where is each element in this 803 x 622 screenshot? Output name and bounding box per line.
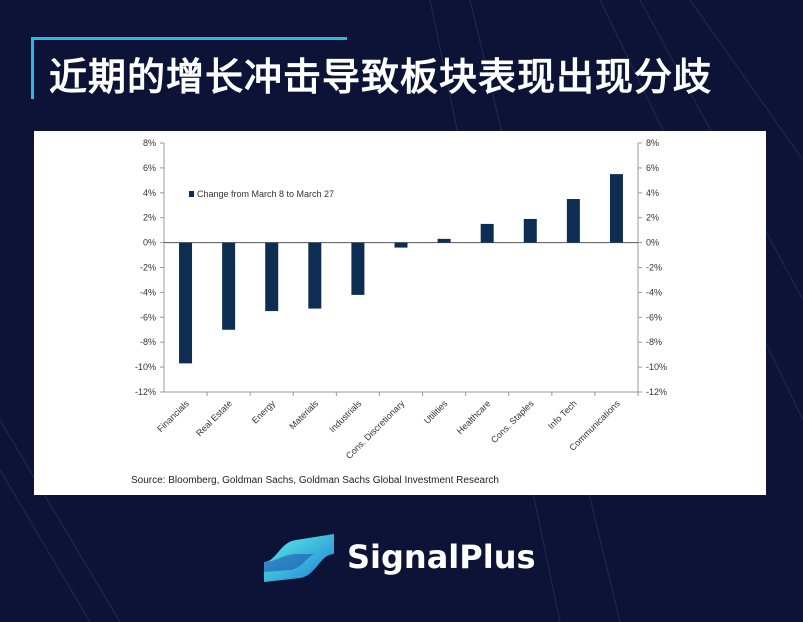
y-tick-label-left: -2% [140,263,156,273]
chart-panel: 8% 8% 6% 6% 4% 4% 2% 2% 0% 0% -2% -2% -4% -4% -6% -6% -8… [34,131,766,495]
y-tick-label-right: 8% [646,138,659,148]
y-tick-label-left: 0% [143,238,156,248]
bar-info-tech [566,199,580,243]
x-tick-label: Energy [250,398,278,426]
x-tick-label: Financials [155,398,191,434]
y-tick-label-left: 6% [143,163,156,173]
background-line [0,469,91,622]
chart-source: Source: Bloomberg, Goldman Sachs, Goldma… [131,475,499,486]
x-tick-label: Materials [287,398,320,431]
y-tick-label-left: 8% [143,138,156,148]
bar-healthcare [480,223,494,243]
signalplus-logo-icon [264,534,334,582]
bar-financials [179,242,193,364]
y-tick-label-right: -12% [646,387,667,397]
x-tick-label: Real Estate [194,398,234,438]
bar-real-estate [222,242,236,330]
y-tick-label-right: -4% [646,287,662,297]
y-tick-label-right: 0% [646,238,659,248]
y-tick-label-left: -6% [140,312,156,322]
y-tick-label-right: -10% [646,362,667,372]
y-tick-label-left: 4% [143,188,156,198]
y-tick-label-right: -8% [646,337,662,347]
y-tick-label-left: -12% [135,387,156,397]
bar-utilities [437,238,451,243]
bar-cons-discretionary [394,242,408,248]
x-tick-label: Utilities [422,398,450,426]
y-tick-label-right: 4% [646,188,659,198]
background-line [689,0,803,161]
bar-energy [265,242,279,312]
y-tick-label-left: -8% [140,337,156,347]
bar-communications [609,174,623,243]
y-tick-label-left: 2% [143,213,156,223]
page-title: 近期的增长冲击导致板块表现出现分歧 [49,55,713,99]
y-tick-label-right: 2% [646,213,659,223]
bar-materials [308,242,322,309]
y-tick-label-right: 6% [646,163,659,173]
legend-label: Change from March 8 to March 27 [197,189,334,199]
title-accent-top [31,37,347,40]
bar-cons-staples [523,218,537,243]
brand-name: SignalPlus [347,538,536,576]
y-tick-label-right: -6% [646,312,662,322]
bar-industrials [351,242,365,295]
background-line [0,419,121,622]
bar-chart: 8% 8% 6% 6% 4% 4% 2% 2% 0% 0% -2% -2% -4% -4% -6% -6% -8… [135,138,667,461]
y-tick-label-left: -10% [135,362,156,372]
legend-swatch [189,191,194,197]
y-tick-label-right: -2% [646,263,662,273]
x-tick-label: Info Tech [546,398,579,431]
x-tick-label: Industrials [327,398,363,434]
title-accent-bar [31,37,34,99]
x-tick-label: Cons. Staples [489,398,536,445]
x-tick-label: Healthcare [455,398,493,436]
y-tick-label-left: -4% [140,287,156,297]
